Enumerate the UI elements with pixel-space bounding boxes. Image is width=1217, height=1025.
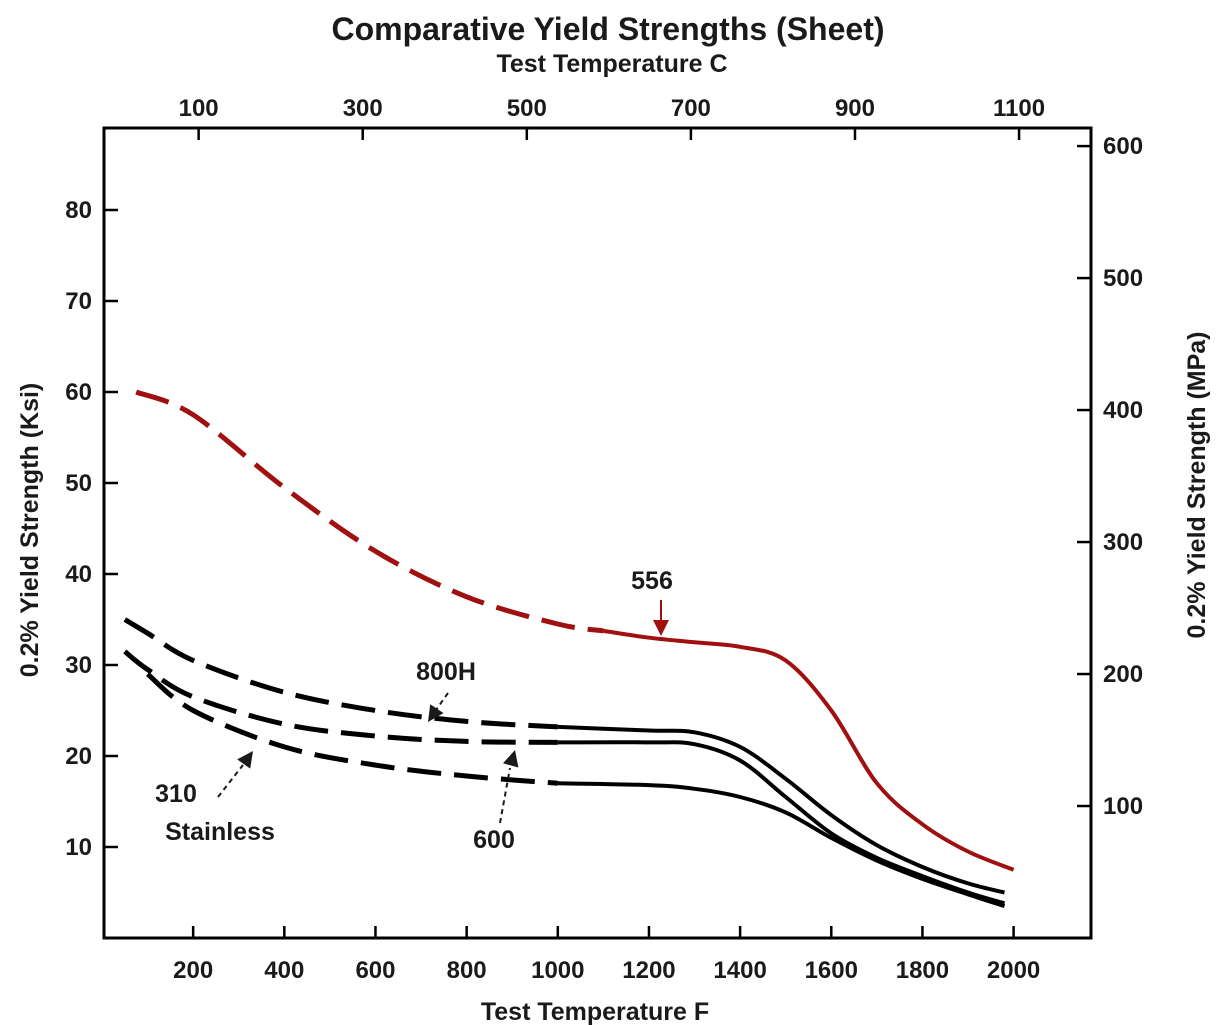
y2-tick-label: 600 [1103, 133, 1143, 160]
y-tick-label: 70 [65, 288, 92, 315]
x-tick-label: 1400 [713, 957, 766, 984]
y-tick-label: 60 [65, 379, 92, 406]
x-tick-label: 1000 [531, 957, 584, 984]
left-axis-title: 0.2% Yield Strength (Ksi) [16, 383, 44, 678]
x-tick-label: 1800 [896, 957, 949, 984]
annotation-310-pointer [217, 764, 244, 798]
series-556-solid [603, 628, 1015, 872]
series-800h-solid [557, 724, 1005, 895]
annotation-556: 556 [631, 567, 673, 595]
annotation-556-arrowhead [653, 620, 669, 636]
axis-ticks [104, 128, 1091, 938]
x-tick-label: 200 [173, 957, 213, 984]
x2-tick-label: 900 [835, 95, 875, 122]
series-310-stainless-solid [557, 781, 1006, 909]
plot-frame [102, 126, 1093, 940]
x-tick-label: 1600 [805, 957, 858, 984]
chart-title: Comparative Yield Strengths (Sheet) [331, 11, 884, 47]
annotation-800h-arrowhead [428, 704, 444, 722]
annotation-310-arrowhead [237, 751, 253, 769]
x2-tick-label: 1100 [993, 95, 1045, 122]
y2-tick-label: 200 [1103, 661, 1143, 688]
series-310-stainless-dashed [145, 672, 558, 786]
annotation-800h-pointer [435, 692, 449, 711]
axis-tick-labels: 200 400 600 800 1000 1200 1400 1600 1800 2000 100 3… [65, 95, 1143, 984]
series-556-dashed [135, 389, 604, 634]
y-tick-label: 10 [65, 834, 92, 861]
annotation-310: 310 [155, 780, 197, 808]
bottom-axis-title: Test Temperature F [481, 998, 709, 1025]
y-tick-label: 50 [65, 470, 92, 497]
series-800h-dashed [123, 617, 558, 730]
y-tick-label: 40 [65, 561, 92, 588]
y2-tick-label: 300 [1103, 529, 1143, 556]
y-tick-label: 20 [65, 743, 92, 770]
x-tick-label: 800 [447, 957, 487, 984]
y2-tick-label: 500 [1103, 265, 1143, 292]
x2-tick-label: 700 [671, 95, 711, 122]
annotation-600-arrowhead [503, 750, 519, 768]
y-tick-label: 80 [65, 197, 92, 224]
x2-tick-label: 500 [507, 95, 547, 122]
x-tick-label: 600 [355, 957, 395, 984]
series-600-dashed [123, 649, 558, 745]
x-tick-label: 2000 [987, 957, 1040, 984]
y2-tick-label: 400 [1103, 397, 1143, 424]
annotation-600: 600 [473, 826, 515, 854]
series-600-solid [557, 740, 1006, 906]
annotation-600-pointer [499, 767, 511, 824]
annotation-800h: 800H [416, 658, 476, 686]
x-tick-label: 400 [264, 957, 304, 984]
series-lines [123, 389, 1015, 909]
top-axis-title: Test Temperature C [496, 50, 727, 78]
right-axis-title: 0.2% Yield Strength (MPa) [1183, 331, 1211, 638]
annotation-stainless: Stainless [165, 818, 275, 846]
x2-tick-label: 100 [179, 95, 219, 122]
y2-tick-label: 100 [1103, 793, 1143, 820]
x2-tick-label: 300 [343, 95, 383, 122]
y-tick-label: 30 [65, 652, 92, 679]
annotations: 556 800H 600 310 Stainless [155, 567, 673, 854]
x-tick-label: 1200 [622, 957, 675, 984]
